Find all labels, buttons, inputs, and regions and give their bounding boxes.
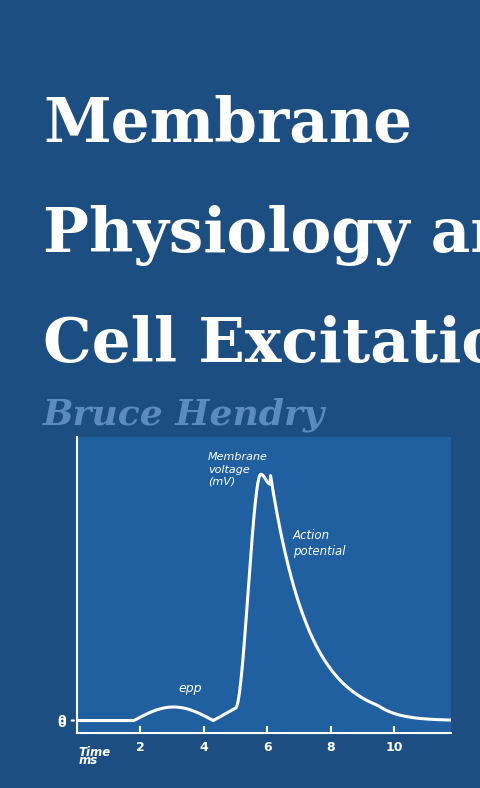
Text: Physiology and: Physiology and [43, 205, 480, 266]
Text: Action
potential: Action potential [292, 529, 345, 558]
Text: 10: 10 [385, 742, 403, 754]
Text: Membrane: Membrane [43, 95, 412, 154]
Text: epp: epp [179, 682, 202, 695]
Text: 2: 2 [136, 742, 144, 754]
Text: 6: 6 [263, 742, 272, 754]
Text: Membrane
voltage
(mV): Membrane voltage (mV) [208, 452, 268, 487]
Text: 4: 4 [199, 742, 208, 754]
Text: Time: Time [78, 746, 110, 760]
Text: ms: ms [78, 754, 97, 767]
Text: 0: 0 [57, 717, 66, 730]
Text: 8: 8 [326, 742, 335, 754]
Text: Bruce Hendry: Bruce Hendry [43, 398, 325, 433]
Text: 0: 0 [57, 714, 66, 727]
Text: Cell Excitation: Cell Excitation [43, 315, 480, 375]
